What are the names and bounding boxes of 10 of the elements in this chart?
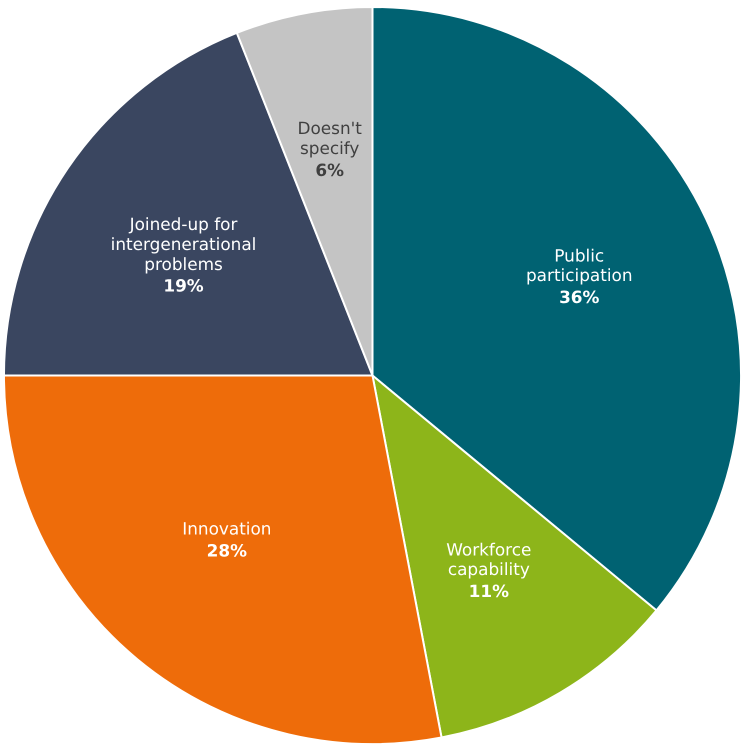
- data-label: 11%: [468, 580, 510, 601]
- data-label: 36%: [559, 287, 600, 308]
- category-label: Workforce capability: [446, 539, 532, 580]
- category-label: Public participation: [526, 245, 633, 286]
- data-label: 6%: [315, 160, 344, 180]
- slice-label: Innovation: [182, 518, 272, 539]
- data-label: 19%: [163, 276, 204, 296]
- data-label: 28%: [206, 540, 248, 561]
- category-label: Joined-up for intergenerational problems: [110, 214, 256, 274]
- category-label: Doesn't specify: [297, 118, 362, 158]
